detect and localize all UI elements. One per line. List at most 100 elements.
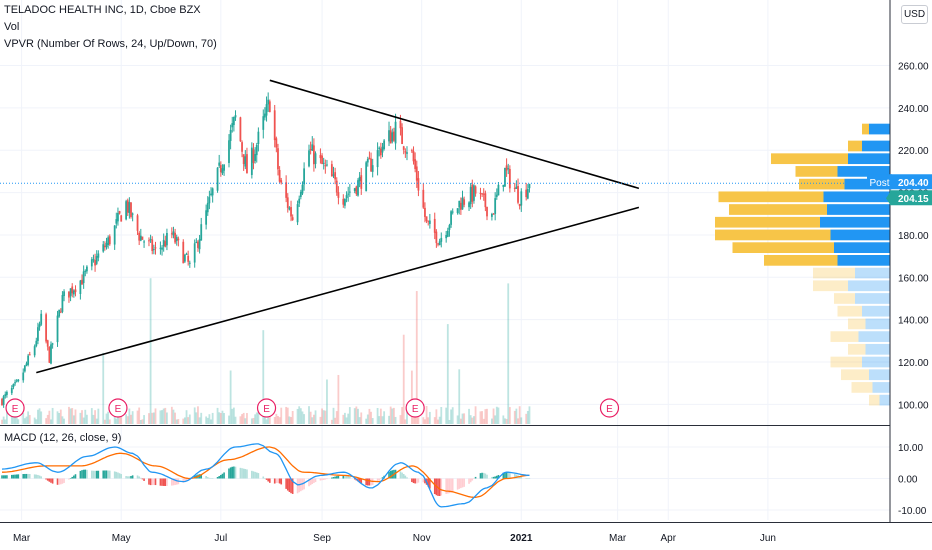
candle-body xyxy=(159,247,162,249)
volume-bar xyxy=(445,407,448,424)
candle-body xyxy=(309,149,312,151)
vpvr-up-bar xyxy=(862,356,890,368)
candle-body xyxy=(244,156,247,167)
macd-histogram-bar xyxy=(141,478,144,480)
macd-histogram-bar xyxy=(448,478,451,494)
candle-body xyxy=(27,355,30,365)
candle-body xyxy=(210,193,212,196)
candle-body xyxy=(183,254,186,262)
candle-body xyxy=(528,183,531,189)
volume-bar xyxy=(69,408,72,424)
volume-bar xyxy=(231,408,234,424)
macd-histogram-bar xyxy=(528,478,531,479)
triangle-trendline[interactable] xyxy=(36,206,640,374)
volume-bar xyxy=(241,414,243,424)
candle-body xyxy=(86,266,88,272)
candle-body xyxy=(311,144,314,151)
candle-body xyxy=(23,365,26,372)
macd-histogram-bar xyxy=(12,474,15,479)
candle-body xyxy=(353,188,356,191)
earnings-marker[interactable] xyxy=(405,398,425,418)
candle-body xyxy=(138,232,141,241)
macd-histogram-bar xyxy=(458,478,461,489)
macd-histogram-bar xyxy=(81,470,83,479)
volume-bar xyxy=(528,406,531,424)
candle-body xyxy=(182,241,185,264)
volume-bar xyxy=(330,419,333,424)
macd-histogram-bar xyxy=(389,470,392,479)
macd-histogram-bar xyxy=(113,471,116,479)
macd-histogram-bar xyxy=(17,474,20,479)
candle-body xyxy=(347,193,350,195)
macd-histogram-bar xyxy=(50,478,52,483)
macd-histogram-bar xyxy=(154,478,157,486)
volume-bar xyxy=(177,419,180,424)
vpvr-down-bar xyxy=(764,255,838,266)
vpvr-down-bar xyxy=(715,216,820,228)
candle-body xyxy=(107,237,110,246)
macd-histogram-bar xyxy=(185,478,188,482)
macd-histogram-bar xyxy=(481,472,483,479)
candle-body xyxy=(322,162,325,164)
volume-bar xyxy=(250,418,253,424)
vpvr-up-bar xyxy=(855,267,890,279)
candle-body xyxy=(433,218,436,233)
macd-histogram-bar xyxy=(38,475,41,479)
candle-body xyxy=(491,213,493,217)
volume-bar xyxy=(458,369,461,424)
volume-bar xyxy=(246,413,248,424)
volume-bar xyxy=(504,418,506,424)
candle-body xyxy=(126,200,129,213)
macd-histogram-bar xyxy=(344,475,346,479)
vpvr-up-bar xyxy=(855,293,890,304)
vpvr-up-bar xyxy=(858,331,890,342)
macd-histogram-bar xyxy=(206,477,209,479)
earnings-marker[interactable] xyxy=(599,398,620,418)
triangle-trendline[interactable] xyxy=(269,79,640,190)
volume-bar xyxy=(486,408,488,424)
candle-body xyxy=(344,198,346,206)
vpvr-up-bar xyxy=(848,153,890,165)
volume-bar xyxy=(107,411,110,424)
volume-bar xyxy=(277,416,279,424)
candle-body xyxy=(136,215,139,231)
volume-bar xyxy=(344,412,346,424)
volume-bar xyxy=(197,406,199,424)
macd-histogram-bar xyxy=(125,476,127,479)
candle-body xyxy=(448,225,451,230)
candle-body xyxy=(172,231,175,236)
candle-body xyxy=(446,230,449,237)
macd-histogram-bar xyxy=(308,478,310,487)
volume-bar xyxy=(303,414,306,424)
price-axis-tick-label: 100.00 xyxy=(898,400,929,411)
macd-histogram-bar xyxy=(24,473,26,479)
candle-body xyxy=(69,288,72,296)
volume-bar xyxy=(285,406,288,424)
macd-histogram-bar xyxy=(473,478,475,479)
macd-histogram-bar xyxy=(4,475,7,479)
volume-bar xyxy=(185,410,188,424)
candle-body xyxy=(428,220,431,224)
volume-bar xyxy=(228,415,230,424)
volume-bar xyxy=(520,417,523,424)
volume-bar xyxy=(471,417,474,424)
candle-body xyxy=(482,193,485,195)
earnings-marker[interactable] xyxy=(108,398,128,418)
macd-histogram-bar xyxy=(468,478,470,484)
volume-bar xyxy=(10,411,13,424)
candle-body xyxy=(459,202,462,210)
volume-bar xyxy=(68,406,70,424)
earnings-marker[interactable] xyxy=(256,398,277,418)
candle-body xyxy=(177,238,180,241)
trendlines[interactable] xyxy=(0,79,890,374)
macd-histogram-bar xyxy=(414,478,416,484)
macd-histogram-bar xyxy=(515,474,518,479)
earnings-marker[interactable] xyxy=(5,398,25,418)
candle-body xyxy=(494,198,497,214)
macd-histogram-bar xyxy=(486,474,488,479)
currency-button[interactable]: USD xyxy=(901,5,928,24)
candle-body xyxy=(72,290,75,295)
